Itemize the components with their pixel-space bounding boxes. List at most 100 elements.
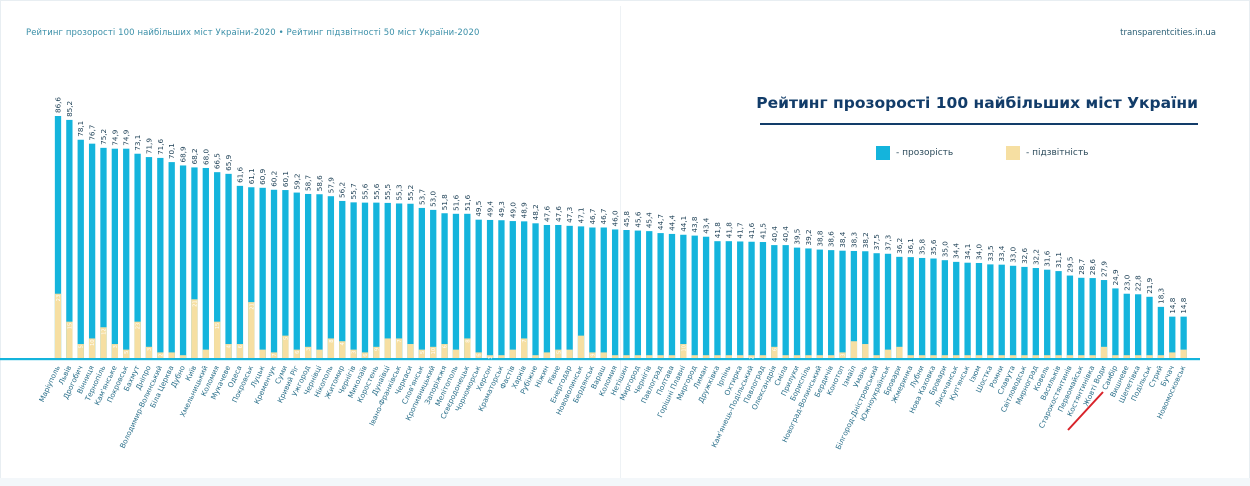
bar-transparency (88, 143, 96, 358)
bar-transparency (145, 157, 153, 358)
bar-accountability (737, 355, 744, 358)
data-label-transparency: 41,8 (713, 222, 722, 238)
data-label-transparency: 68,0 (201, 149, 210, 165)
data-label-transparency: 38,8 (815, 230, 824, 246)
bar-transparency (441, 213, 448, 358)
data-label-transparency: 75,2 (99, 129, 108, 145)
data-label-transparency: 65,9 (224, 154, 233, 170)
bar-accountability (418, 349, 425, 358)
data-label-transparency: 55,7 (349, 183, 358, 199)
bar-transparency (805, 248, 812, 358)
bar-accountability (361, 352, 369, 358)
data-label-accountability: 6 (477, 353, 483, 356)
legend-label-transparency: - прозорість (896, 148, 954, 158)
data-label-transparency: 60,2 (270, 171, 279, 187)
bar-transparency (123, 148, 130, 358)
bar-accountability (134, 321, 141, 358)
data-label-accountability: 4 (227, 344, 233, 348)
bar-transparency (884, 253, 892, 358)
data-label-transparency: 73,1 (133, 135, 142, 151)
data-label-transparency: 49,0 (508, 202, 517, 218)
data-label-accountability: 7 (522, 339, 528, 342)
data-label-accountability: 4 (340, 342, 346, 346)
bar-accountability (1123, 355, 1130, 358)
data-label-transparency: 36,1 (906, 238, 915, 254)
data-label-transparency: 40,4 (770, 226, 779, 242)
bar-accountability (543, 352, 551, 358)
bar-transparency (668, 233, 676, 358)
bar-accountability (498, 355, 505, 358)
data-label-transparency: 40,4 (781, 226, 790, 242)
data-label-transparency: 18,3 (1156, 288, 1165, 304)
bar-accountability (350, 349, 357, 358)
bar-accountability (930, 355, 937, 358)
bar-accountability (577, 335, 585, 358)
site-url[interactable]: transparentcities.in.ua (1120, 28, 1216, 38)
bar-accountability (464, 338, 471, 358)
data-label-transparency: 39,5 (793, 229, 802, 245)
bar-transparency (600, 227, 607, 358)
bar-transparency (964, 262, 971, 358)
bar-accountability (270, 352, 278, 358)
data-label-transparency: 46,7 (588, 208, 597, 224)
bar-accountability (1112, 355, 1119, 358)
data-label-transparency: 33,5 (986, 245, 995, 261)
data-label-transparency: 46,7 (599, 208, 608, 224)
bar-transparency (839, 250, 846, 358)
bar-accountability (293, 349, 300, 358)
bar-transparency (464, 213, 471, 358)
bar-accountability (1044, 355, 1051, 358)
bar-accountability (657, 355, 664, 358)
bar-accountability (304, 346, 312, 358)
bar-transparency (714, 241, 721, 358)
data-label-accountability: 12 (101, 328, 107, 335)
data-label-transparency: 60,1 (281, 171, 290, 187)
data-label-accountability: 3 (306, 348, 312, 351)
breadcrumb[interactable]: Рейтинг прозорості 100 найбільших міст У… (26, 28, 480, 38)
data-label-transparency: 74,9 (122, 129, 131, 145)
bar-accountability (759, 355, 767, 358)
bar-accountability (907, 355, 914, 358)
data-label-transparency: 71,6 (156, 138, 165, 154)
bar-transparency (793, 247, 801, 358)
data-label-transparency: 55,6 (372, 183, 381, 199)
bottom-band (0, 478, 1250, 486)
bar-transparency (634, 230, 642, 358)
data-label-accountability: 6 (295, 351, 301, 354)
data-label-transparency: 78,1 (76, 121, 85, 137)
bar-transparency (111, 148, 118, 358)
bar-accountability (953, 355, 960, 358)
bar-accountability (862, 344, 869, 358)
data-label-transparency: 44,4 (667, 214, 676, 230)
bar-transparency (680, 234, 687, 358)
bar-accountability (1055, 355, 1062, 358)
data-label-transparency: 51,6 (463, 194, 472, 210)
data-label-transparency: 71,9 (144, 138, 153, 154)
bar-transparency (339, 200, 346, 358)
data-label-transparency: 38,3 (849, 232, 858, 248)
highlight-mark (1067, 391, 1104, 431)
bar-accountability (1066, 355, 1074, 358)
bar-transparency (100, 147, 107, 358)
data-label-accountability: 15 (67, 323, 73, 330)
data-label-transparency: 59,2 (292, 174, 301, 190)
bar-transparency (157, 157, 164, 358)
data-label-transparency: 61,1 (247, 168, 256, 184)
bar-transparency (521, 221, 528, 358)
data-label-transparency: 47,3 (565, 207, 574, 223)
bar-transparency (179, 165, 187, 358)
bar-transparency (748, 241, 755, 358)
bar-transparency (930, 258, 937, 358)
bar-transparency (54, 116, 62, 358)
bar-transparency (1066, 275, 1074, 358)
bar-accountability (339, 341, 346, 358)
bar-accountability (88, 338, 96, 358)
data-label-accountability: 7 (272, 353, 278, 356)
bar-accountability (918, 355, 926, 358)
data-label-transparency: 24,9 (1111, 269, 1120, 285)
data-label-transparency: 58,7 (304, 175, 313, 191)
data-label-transparency: 27,9 (1100, 261, 1109, 277)
data-label-accountability: 6 (772, 348, 778, 351)
bar-transparency (1021, 266, 1028, 358)
